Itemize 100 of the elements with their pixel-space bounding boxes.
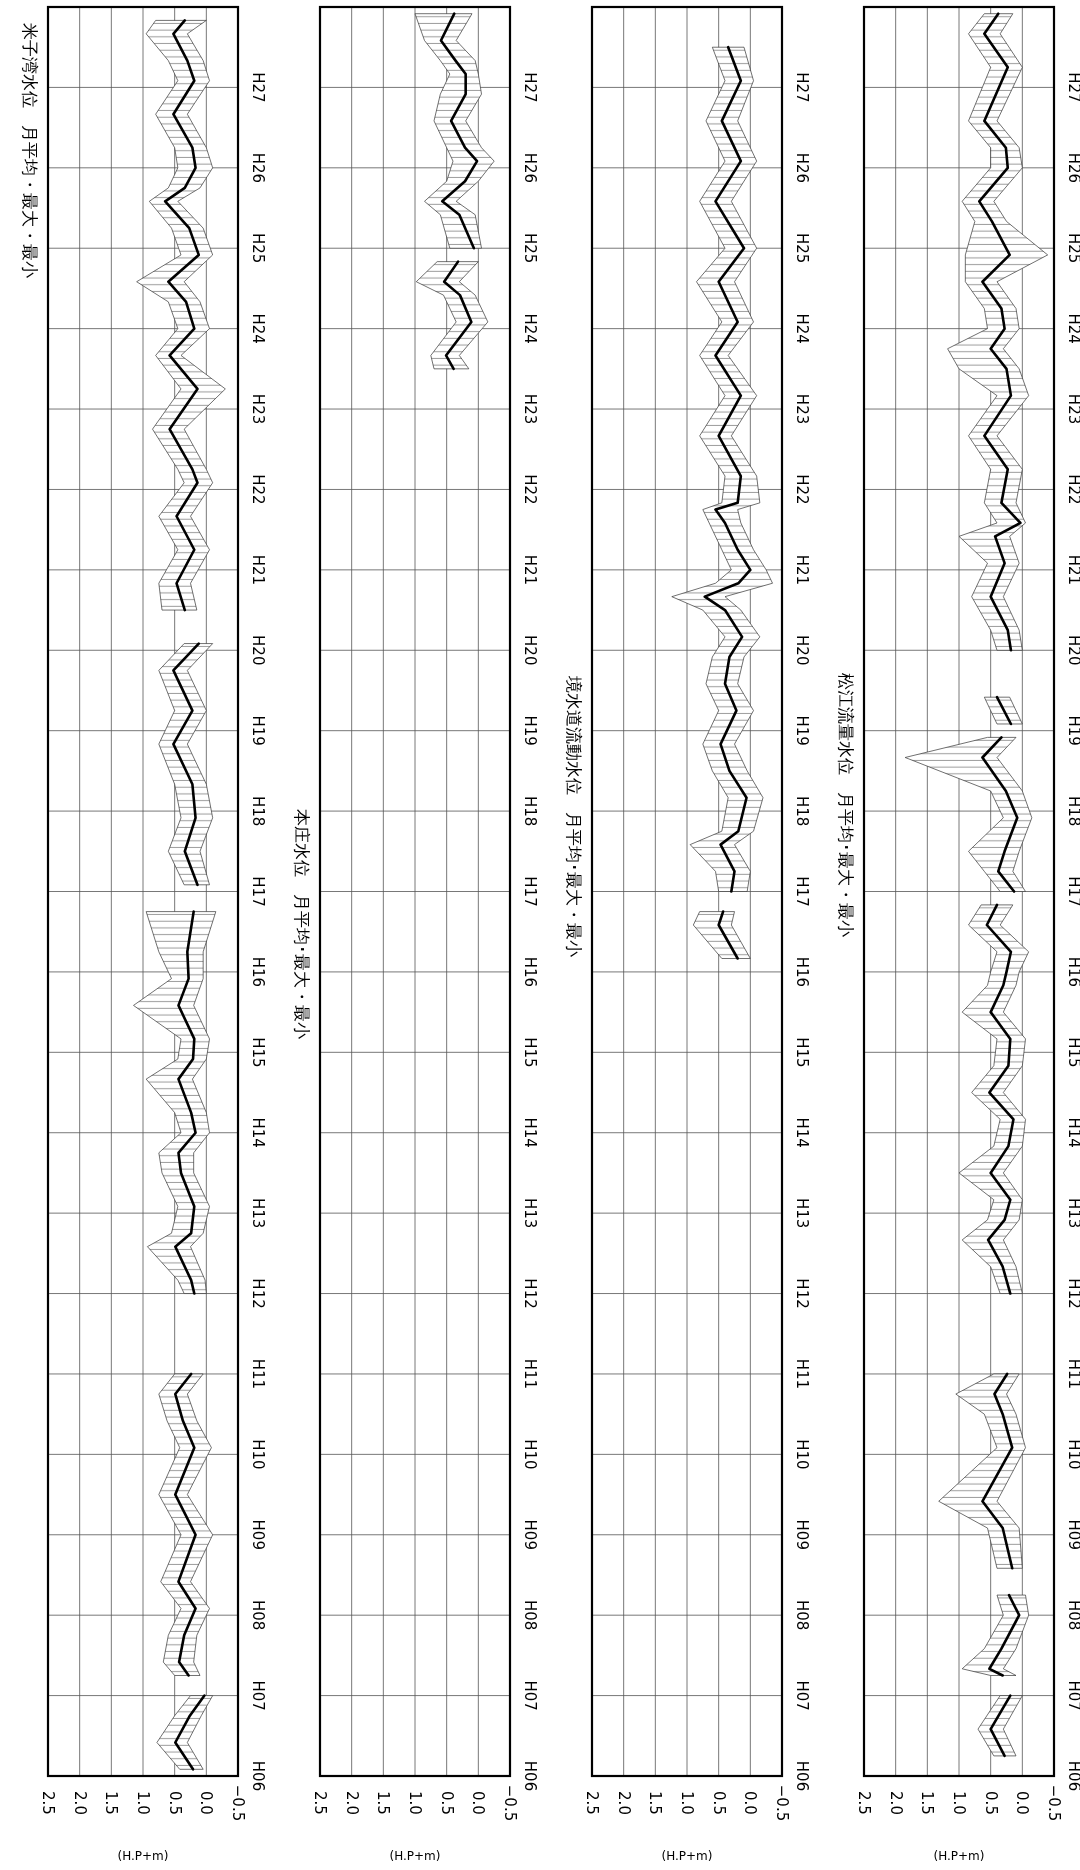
y-tick-label: H27: [521, 72, 539, 103]
y-tick-label: H19: [521, 715, 539, 746]
x-tick-label: 2.0: [886, 1791, 905, 1815]
y-tick-label: H10: [1065, 1439, 1080, 1470]
y-tick-label: H24: [249, 313, 267, 344]
y-tick-label: H14: [1065, 1117, 1080, 1148]
x-tick-label: −0.5: [501, 1784, 519, 1822]
y-tick-label: H06: [521, 1760, 539, 1792]
text: 境水道流動水位 月平均･最大・最小: [564, 674, 584, 957]
text: 米子湾水位 月平均・最大・最小: [20, 22, 40, 278]
y-tick-label: H20: [1065, 635, 1080, 666]
y-tick-label: H13: [521, 1197, 539, 1229]
y-tick-label: H16: [521, 956, 539, 988]
text: 本庄水位 月平均･最大・最小: [292, 809, 312, 1039]
y-tick-label: H09: [521, 1519, 539, 1550]
y-tick-label: H23: [793, 393, 811, 425]
y-tick-label: H27: [1065, 72, 1080, 103]
y-tick-label: H07: [521, 1680, 539, 1711]
y-tick-label: H23: [249, 393, 267, 425]
y-tick-label: H06: [249, 1760, 267, 1792]
y-tick-label: H26: [521, 152, 539, 184]
y-tick-label: H14: [249, 1117, 267, 1148]
y-tick-label: H19: [249, 715, 267, 746]
y-tick-label: H06: [1065, 1760, 1080, 1792]
y-tick-label: H09: [249, 1519, 267, 1550]
y-tick-label: H20: [793, 635, 811, 666]
y-tick-label: H15: [249, 1037, 267, 1068]
x-tick-label: 2.0: [614, 1791, 633, 1815]
x-tick-label: 1.0: [406, 1791, 424, 1815]
x-tick-label: 1.0: [134, 1791, 152, 1815]
y-tick-label: H08: [793, 1599, 811, 1631]
y-tick-label: H15: [793, 1037, 811, 1068]
x-tick-label: −0.5: [773, 1784, 791, 1822]
y-tick-label: H12: [249, 1278, 267, 1309]
y-tick-label: H25: [249, 233, 267, 264]
y-tick-label: H19: [1065, 715, 1080, 746]
y-tick-label: H22: [793, 474, 811, 505]
y-tick-label: H24: [793, 313, 811, 344]
x-tick-label: 0.5: [165, 1791, 184, 1815]
y-tick-label: H16: [793, 956, 811, 988]
y-tick-label: H16: [249, 956, 267, 988]
y-tick-label: H22: [249, 474, 267, 505]
x-tick-label: 2.0: [70, 1791, 89, 1815]
y-tick-label: H17: [249, 876, 267, 907]
y-tick-label: H07: [1065, 1680, 1080, 1711]
y-tick-label: H16: [1065, 956, 1080, 988]
y-tick-label: H12: [1065, 1278, 1080, 1309]
y-tick-label: H17: [793, 876, 811, 907]
y-tick-label: H21: [249, 554, 267, 586]
x-tick-label: 1.5: [374, 1791, 393, 1815]
y-tick-label: H22: [1065, 474, 1080, 505]
y-tick-label: H09: [1065, 1519, 1080, 1550]
x-tick-label: 0.5: [709, 1791, 728, 1815]
y-tick-label: H19: [793, 715, 811, 746]
x-tick-label: 2.5: [855, 1791, 873, 1815]
y-tick-label: H07: [249, 1680, 267, 1711]
x-tick-label: 2.5: [39, 1791, 57, 1815]
y-tick-label: H07: [793, 1680, 811, 1711]
x-tick-label: 1.0: [678, 1791, 696, 1815]
y-tick-label: H26: [793, 152, 811, 184]
y-tick-label: H26: [1065, 152, 1080, 184]
y-tick-label: H20: [521, 635, 539, 666]
y-tick-label: H18: [1065, 795, 1080, 827]
x-tick-label: 2.5: [311, 1791, 329, 1815]
y-tick-label: H22: [521, 474, 539, 505]
x-tick-label: 0.0: [1013, 1791, 1032, 1815]
y-tick-label: H08: [249, 1599, 267, 1631]
x-tick-label: −0.5: [1045, 1784, 1063, 1822]
y-tick-label: H23: [1065, 393, 1080, 425]
x-tick-label: 1.5: [646, 1791, 665, 1815]
y-tick-label: H10: [793, 1439, 811, 1470]
x-axis-title: (H.P+m): [933, 1849, 985, 1863]
y-tick-label: H10: [521, 1439, 539, 1470]
y-tick-label: H25: [793, 233, 811, 264]
y-tick-label: H18: [249, 795, 267, 827]
y-tick-label: H06: [793, 1760, 811, 1792]
y-tick-label: H11: [249, 1358, 267, 1390]
y-tick-label: H18: [793, 795, 811, 827]
y-tick-label: H21: [1065, 554, 1080, 586]
y-tick-label: H23: [521, 393, 539, 425]
y-tick-label: H15: [521, 1037, 539, 1068]
y-tick-label: H09: [793, 1519, 811, 1550]
x-tick-label: 1.5: [102, 1791, 121, 1815]
y-tick-label: H14: [793, 1117, 811, 1148]
y-tick-label: H27: [793, 72, 811, 103]
y-tick-label: H24: [521, 313, 539, 344]
y-tick-label: H13: [1065, 1197, 1080, 1229]
text: 松江流量水位 月平均･最大・最小: [836, 673, 856, 937]
y-tick-label: H13: [249, 1197, 267, 1229]
y-tick-label: H21: [521, 554, 539, 586]
y-tick-label: H08: [521, 1599, 539, 1631]
y-tick-label: H12: [521, 1278, 539, 1309]
x-tick-label: 2.0: [342, 1791, 361, 1815]
y-tick-label: H11: [1065, 1358, 1080, 1390]
x-tick-label: 1.5: [918, 1791, 937, 1815]
y-tick-label: H12: [793, 1278, 811, 1309]
x-tick-label: 0.0: [197, 1791, 216, 1815]
y-tick-label: H17: [1065, 876, 1080, 907]
x-tick-label: −0.5: [229, 1784, 247, 1822]
y-tick-label: H15: [1065, 1037, 1080, 1068]
